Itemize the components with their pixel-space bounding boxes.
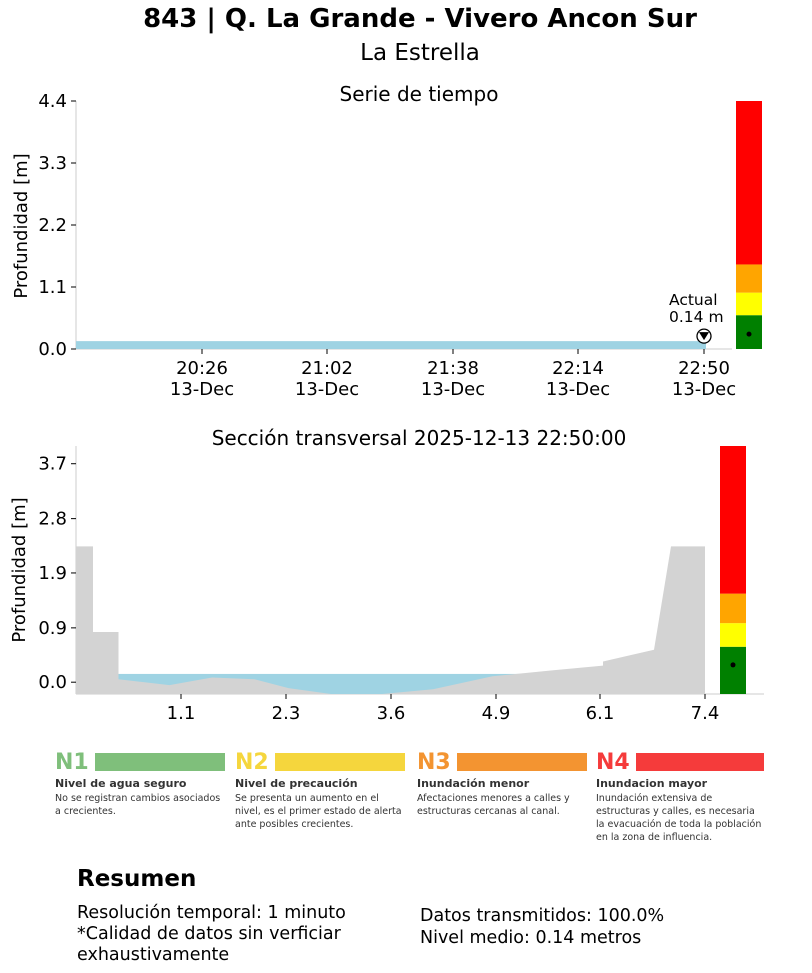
report-title: 843 | Q. La Grande - Vivero Ancon Sur (143, 4, 697, 34)
y-tick-label: 0.0 (38, 672, 67, 693)
x-tick-label: 1.1 (167, 703, 196, 724)
x-tick-time: 22:50 (678, 358, 730, 379)
summary-right: Datos transmitidos: 100.0% Nivel medio: … (420, 905, 664, 949)
y-tick-label: 2.8 (38, 509, 67, 530)
legend-n3-bar (456, 753, 587, 771)
legend-n4-code: N4 (596, 749, 630, 775)
x-tick-date: 13-Dec (295, 379, 359, 400)
y-tick-label: 3.7 (38, 454, 67, 475)
time-series-y-label: Profundidad [m] (11, 153, 32, 298)
legend-n3: N3 Inundación menor Afectaciones menores… (417, 750, 587, 818)
legend-n3-desc: Afectaciones menores a calles y estructu… (417, 793, 570, 817)
alert-band-n4 (736, 101, 762, 265)
time-series-chart: Serie de tiempo Profundidad [m] 0.0 1.1 2.… (11, 82, 762, 400)
y-tick-label: 1.1 (38, 277, 67, 298)
legend-n4-desc: Inundación extensiva de estructuras y ca… (596, 793, 762, 843)
y-tick-label: 2.2 (38, 215, 67, 236)
alert-band-n2 (720, 623, 746, 647)
y-tick-label: 0.9 (38, 618, 67, 639)
x-tick-date: 13-Dec (170, 379, 234, 400)
x-tick-label: 3.6 (377, 703, 406, 724)
alert-bar-current-dot (730, 662, 736, 668)
legend-n2: N2 Nivel de precaución Se presenta un au… (235, 750, 405, 831)
cross-section-y-label: Profundidad [m] (9, 497, 30, 642)
x-tick-label: 4.9 (482, 703, 511, 724)
alert-band-n2 (736, 292, 762, 316)
x-tick-date: 13-Dec (421, 379, 485, 400)
legend-n1-code: N1 (55, 749, 89, 775)
location-subtitle: La Estrella (360, 40, 480, 66)
legend-n4-bar (635, 753, 764, 771)
legend-n2-name: Nivel de precaución (235, 777, 358, 790)
summary-quality-note: *Calidad de datos sin verficiar (77, 924, 341, 944)
x-tick-time: 21:02 (301, 358, 353, 379)
legend-n2-desc: Se presenta un aumento en el nivel, es e… (235, 793, 402, 830)
current-marker-arrow (699, 332, 709, 341)
legend-n4-name: Inundacion mayor (596, 777, 708, 790)
x-tick-time: 21:38 (427, 358, 479, 379)
cross-section-chart: Sección transversal 2025-12-13 22:50:00 … (9, 426, 764, 724)
legend-n1-bar (94, 753, 225, 771)
legend-n3-code: N3 (417, 749, 451, 775)
legend-n1: N1 Nivel de agua seguro No se registran … (55, 750, 225, 818)
x-tick-date: 13-Dec (672, 379, 736, 400)
alert-band-n3 (736, 264, 762, 293)
alert-band-n1 (720, 646, 746, 694)
legend-n3-name: Inundación menor (417, 777, 530, 790)
alert-band-n4 (720, 446, 746, 594)
time-series-title: Serie de tiempo (340, 82, 499, 106)
legend-n1-name: Nivel de agua seguro (55, 777, 187, 790)
summary-transmitted: Datos transmitidos: 100.0% (420, 906, 665, 926)
ground-profile (76, 546, 705, 694)
legend-n2-code: N2 (235, 749, 269, 775)
x-tick-date: 13-Dec (546, 379, 610, 400)
y-tick-label: 3.3 (38, 153, 67, 174)
x-tick-label: 6.1 (586, 703, 615, 724)
summary-mean-level: Nivel medio: 0.14 metros (420, 928, 642, 948)
summary-title: Resumen (77, 866, 197, 892)
x-tick-label: 2.3 (272, 703, 301, 724)
x-tick-label: 7.4 (691, 703, 720, 724)
cross-section-title: Sección transversal 2025-12-13 22:50:00 (212, 426, 627, 450)
summary-quality-note-cont: exhaustivamente (77, 945, 230, 965)
alert-band-n3 (720, 593, 746, 624)
current-level-label: Actual (669, 291, 718, 309)
y-tick-label: 1.9 (38, 563, 67, 584)
summary-resolution: Resolución temporal: 1 minuto (77, 903, 346, 923)
alert-bar-current-dot (746, 331, 752, 337)
legend-n1-desc: No se registran cambios asociados a crec… (55, 793, 221, 817)
legend-n2-bar (274, 753, 405, 771)
legend-n4: N4 Inundacion mayor Inundación extensiva… (596, 750, 764, 844)
current-level-value: 0.14 m (669, 308, 724, 326)
x-tick-time: 20:26 (176, 358, 228, 379)
summary-left: Resolución temporal: 1 minuto *Calidad d… (77, 903, 346, 966)
x-tick-time: 22:14 (552, 358, 604, 379)
y-tick-label: 4.4 (38, 91, 67, 112)
water-depth-area (76, 341, 706, 349)
y-tick-label: 0.0 (38, 339, 67, 360)
